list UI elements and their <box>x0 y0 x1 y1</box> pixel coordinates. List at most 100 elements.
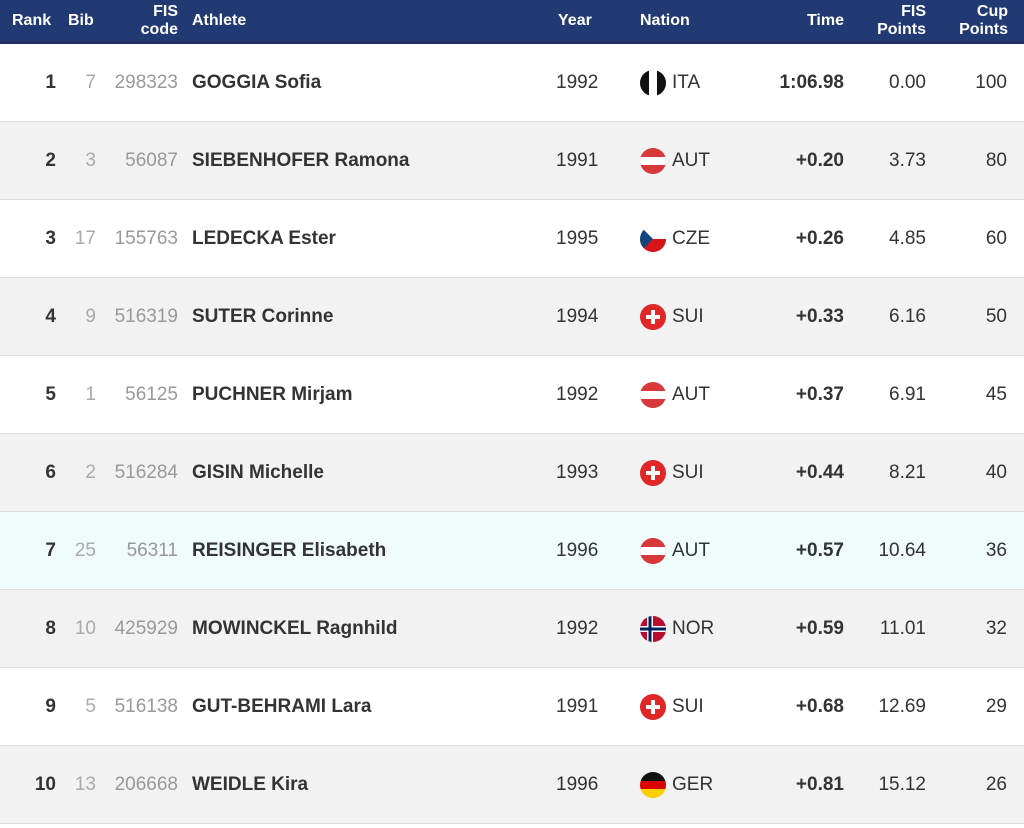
flag-sui-icon <box>640 693 666 720</box>
fis-points-cell: 10.64 <box>878 539 926 561</box>
column-header-year[interactable]: Year <box>558 11 592 29</box>
athlete-name-link[interactable]: SUTER Corinne <box>192 305 334 327</box>
bib-cell: 10 <box>74 617 96 639</box>
cup-points-cell: 80 <box>985 149 1007 171</box>
fis-points-cell: 0.00 <box>889 71 926 93</box>
nation-code: SUI <box>672 461 704 483</box>
cup-points-cell: 29 <box>985 695 1007 717</box>
cup-points-cell: 32 <box>985 617 1007 639</box>
bib-cell: 1 <box>85 383 96 405</box>
flag-nor-icon <box>640 615 666 642</box>
table-row[interactable]: 2 3 56087 SIEBENHOFER Ramona 1991 AUT +0.20 3.7… <box>0 122 1024 200</box>
cup-points-cell: 36 <box>985 539 1007 561</box>
time-cell: +0.59 <box>795 617 844 639</box>
nation-cell: SUI <box>640 668 750 745</box>
table-row[interactable]: 10 13 206668 WEIDLE Kira 1996 GER +0.81 15.12 26 <box>0 746 1024 824</box>
bib-cell: 25 <box>74 539 96 561</box>
year-cell: 1996 <box>556 773 599 795</box>
flag-aut-icon <box>640 147 666 174</box>
athlete-name-link[interactable]: LEDECKA Ester <box>192 227 336 249</box>
rank-cell: 8 <box>45 617 56 639</box>
year-cell: 1995 <box>556 227 599 249</box>
nation-cell: CZE <box>640 200 750 277</box>
table-row[interactable]: 9 5 516138 GUT-BEHRAMI Lara 1991 SUI +0.68 12.6… <box>0 668 1024 746</box>
bib-cell: 17 <box>74 227 96 249</box>
bib-cell: 3 <box>85 149 96 171</box>
rank-cell: 1 <box>45 71 56 93</box>
nation-cell: SUI <box>640 278 750 355</box>
athlete-name-link[interactable]: REISINGER Elisabeth <box>192 539 387 561</box>
nation-code: ITA <box>672 71 701 93</box>
table-row[interactable]: 8 10 425929 MOWINCKEL Ragnhild 1992 NOR +0.59 1… <box>0 590 1024 668</box>
nation-cell: AUT <box>640 356 750 433</box>
athlete-name-link[interactable]: PUCHNER Mirjam <box>192 383 353 405</box>
column-header-fis-points[interactable]: FIS Points <box>860 0 926 41</box>
fis-code-cell: 298323 <box>114 71 178 93</box>
rank-cell: 6 <box>45 461 56 483</box>
year-cell: 1992 <box>556 617 599 639</box>
column-header-fis-points-line1: FIS <box>901 2 926 20</box>
fis-code-cell: 56087 <box>125 149 178 171</box>
results-table-body: 1 7 298323 GOGGIA Sofia 1992 ITA 1:06.98 0.00 10… <box>0 44 1024 824</box>
fis-code-cell: 516138 <box>114 695 178 717</box>
flag-ger-icon <box>640 771 666 798</box>
nation-code: SUI <box>672 695 704 717</box>
column-header-cup-points-line1: Cup <box>976 2 1008 20</box>
athlete-name-link[interactable]: GISIN Michelle <box>192 461 324 483</box>
column-header-rank[interactable]: Rank <box>12 11 52 29</box>
column-header-nation[interactable]: Nation <box>640 11 690 29</box>
time-cell: +0.57 <box>795 539 844 561</box>
table-row[interactable]: 3 17 155763 LEDECKA Ester 1995 CZE +0.26 4.85 60 <box>0 200 1024 278</box>
year-cell: 1993 <box>556 461 599 483</box>
flag-sui-icon <box>640 459 666 486</box>
rank-cell: 4 <box>45 305 56 327</box>
nation-code: CZE <box>672 227 710 249</box>
column-header-fis-code[interactable]: FIS code <box>120 0 178 41</box>
time-cell: +0.44 <box>795 461 844 483</box>
time-cell: +0.20 <box>795 149 844 171</box>
bib-cell: 13 <box>74 773 96 795</box>
time-cell: +0.33 <box>795 305 844 327</box>
nation-cell: SUI <box>640 434 750 511</box>
column-header-cup-points[interactable]: Cup Points <box>944 0 1008 41</box>
athlete-name-link[interactable]: WEIDLE Kira <box>192 773 309 795</box>
column-header-fis-code-line2: code <box>140 20 178 38</box>
cup-points-cell: 50 <box>985 305 1007 327</box>
fis-code-cell: 206668 <box>114 773 178 795</box>
year-cell: 1996 <box>556 539 599 561</box>
fis-points-cell: 8.21 <box>889 461 926 483</box>
column-header-bib[interactable]: Bib <box>68 11 94 29</box>
athlete-name-link[interactable]: MOWINCKEL Ragnhild <box>192 617 398 639</box>
column-header-time[interactable]: Time <box>806 11 844 29</box>
nation-cell: AUT <box>640 512 750 589</box>
column-header-fis-code-line1: FIS <box>153 2 178 20</box>
nation-code: AUT <box>672 383 710 405</box>
athlete-name-link[interactable]: GUT-BEHRAMI Lara <box>192 695 372 717</box>
year-cell: 1991 <box>556 149 599 171</box>
nation-cell: GER <box>640 746 750 823</box>
table-row[interactable]: 1 7 298323 GOGGIA Sofia 1992 ITA 1:06.98 0.00 10… <box>0 44 1024 122</box>
year-cell: 1992 <box>556 71 599 93</box>
year-cell: 1991 <box>556 695 599 717</box>
table-row[interactable]: 7 25 56311 REISINGER Elisabeth 1996 AUT +0.57 1… <box>0 512 1024 590</box>
rank-cell: 9 <box>45 695 56 717</box>
rank-cell: 3 <box>45 227 56 249</box>
fis-code-cell: 56125 <box>125 383 178 405</box>
fis-points-cell: 6.91 <box>889 383 926 405</box>
table-row[interactable]: 5 1 56125 PUCHNER Mirjam 1992 AUT +0.37 6.91 45 <box>0 356 1024 434</box>
column-header-athlete[interactable]: Athlete <box>192 11 247 29</box>
fis-points-cell: 12.69 <box>878 695 926 717</box>
time-cell: +0.68 <box>795 695 844 717</box>
nation-code: NOR <box>672 617 715 639</box>
cup-points-cell: 26 <box>985 773 1007 795</box>
nation-code: SUI <box>672 305 704 327</box>
table-row[interactable]: 4 9 516319 SUTER Corinne 1994 SUI +0.33 6.16 50 <box>0 278 1024 356</box>
athlete-name-link[interactable]: GOGGIA Sofia <box>192 71 322 93</box>
athlete-name-link[interactable]: SIEBENHOFER Ramona <box>192 149 410 171</box>
table-row[interactable]: 6 2 516284 GISIN Michelle 1993 SUI +0.44 8.21 40 <box>0 434 1024 512</box>
cup-points-cell: 60 <box>985 227 1007 249</box>
flag-ita-icon <box>640 69 666 96</box>
results-table-header: Rank Bib FIS code Athlete Year Nation Ti… <box>0 0 1024 44</box>
bib-cell: 7 <box>85 71 96 93</box>
nation-code: GER <box>672 773 714 795</box>
